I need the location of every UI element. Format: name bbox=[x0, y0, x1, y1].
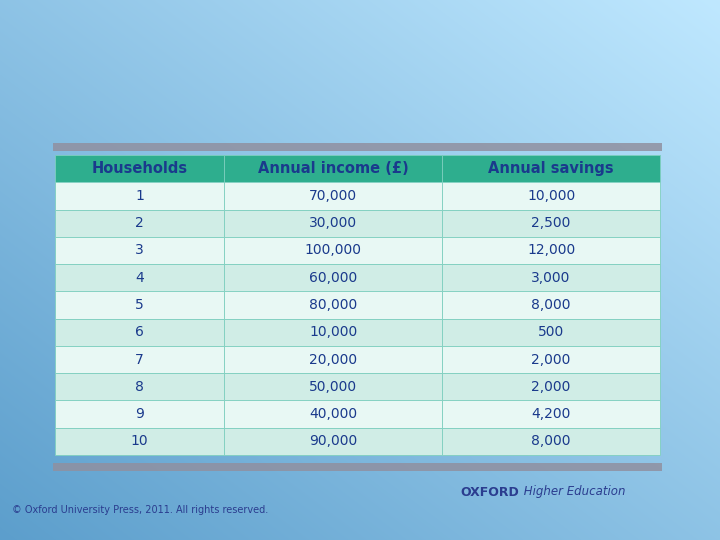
Bar bbox=[55, 210, 225, 237]
Bar bbox=[225, 292, 442, 319]
Bar bbox=[442, 401, 660, 428]
Text: Higher Education: Higher Education bbox=[520, 485, 626, 498]
Text: 3: 3 bbox=[135, 244, 144, 258]
Bar bbox=[55, 155, 225, 183]
Text: 1: 1 bbox=[135, 189, 144, 203]
Bar bbox=[225, 373, 442, 401]
Text: 4: 4 bbox=[135, 271, 144, 285]
Bar bbox=[55, 237, 225, 264]
Text: 8: 8 bbox=[135, 380, 144, 394]
Text: Annual income (£): Annual income (£) bbox=[258, 161, 409, 176]
Bar bbox=[55, 319, 225, 346]
Text: 2,500: 2,500 bbox=[531, 216, 571, 230]
Bar bbox=[442, 319, 660, 346]
Text: 3,000: 3,000 bbox=[531, 271, 571, 285]
Bar bbox=[53, 143, 662, 151]
Text: 500: 500 bbox=[538, 325, 564, 339]
Bar bbox=[55, 401, 225, 428]
Text: 30,000: 30,000 bbox=[309, 216, 357, 230]
Text: © Oxford University Press, 2011. All rights reserved.: © Oxford University Press, 2011. All rig… bbox=[12, 505, 269, 515]
Text: 60,000: 60,000 bbox=[309, 271, 357, 285]
Text: 9: 9 bbox=[135, 407, 144, 421]
Bar bbox=[55, 264, 225, 292]
Bar bbox=[442, 373, 660, 401]
Bar bbox=[55, 346, 225, 373]
Bar bbox=[225, 319, 442, 346]
Text: 6: 6 bbox=[135, 325, 144, 339]
Text: 4,200: 4,200 bbox=[531, 407, 571, 421]
Bar bbox=[55, 373, 225, 401]
Text: 100,000: 100,000 bbox=[305, 244, 362, 258]
Bar bbox=[442, 210, 660, 237]
Bar bbox=[225, 183, 442, 210]
Text: 8,000: 8,000 bbox=[531, 298, 571, 312]
Bar bbox=[442, 292, 660, 319]
Bar bbox=[225, 428, 442, 455]
Bar bbox=[442, 183, 660, 210]
Bar bbox=[225, 210, 442, 237]
Text: 2: 2 bbox=[135, 216, 144, 230]
Bar bbox=[55, 183, 225, 210]
Bar bbox=[442, 155, 660, 183]
Bar bbox=[442, 346, 660, 373]
Text: Households: Households bbox=[91, 161, 188, 176]
Text: 40,000: 40,000 bbox=[309, 407, 357, 421]
Text: 10: 10 bbox=[131, 434, 148, 448]
Bar bbox=[225, 155, 442, 183]
Bar bbox=[55, 292, 225, 319]
Bar bbox=[442, 237, 660, 264]
Text: 2,000: 2,000 bbox=[531, 353, 571, 367]
Text: 8,000: 8,000 bbox=[531, 434, 571, 448]
Text: 10,000: 10,000 bbox=[527, 189, 575, 203]
Text: 12,000: 12,000 bbox=[527, 244, 575, 258]
Text: 80,000: 80,000 bbox=[309, 298, 357, 312]
Bar bbox=[225, 401, 442, 428]
Bar bbox=[225, 264, 442, 292]
Text: 7: 7 bbox=[135, 353, 144, 367]
Bar bbox=[55, 428, 225, 455]
Text: Annual savings: Annual savings bbox=[488, 161, 614, 176]
Text: 90,000: 90,000 bbox=[309, 434, 357, 448]
Bar bbox=[53, 463, 662, 471]
Bar bbox=[225, 237, 442, 264]
Text: 10,000: 10,000 bbox=[309, 325, 357, 339]
Text: OXFORD: OXFORD bbox=[460, 485, 518, 498]
Text: 70,000: 70,000 bbox=[309, 189, 357, 203]
Text: 20,000: 20,000 bbox=[309, 353, 357, 367]
Text: 2,000: 2,000 bbox=[531, 380, 571, 394]
Bar bbox=[225, 346, 442, 373]
Bar bbox=[442, 428, 660, 455]
Text: 50,000: 50,000 bbox=[309, 380, 357, 394]
Text: 5: 5 bbox=[135, 298, 144, 312]
Bar bbox=[442, 264, 660, 292]
